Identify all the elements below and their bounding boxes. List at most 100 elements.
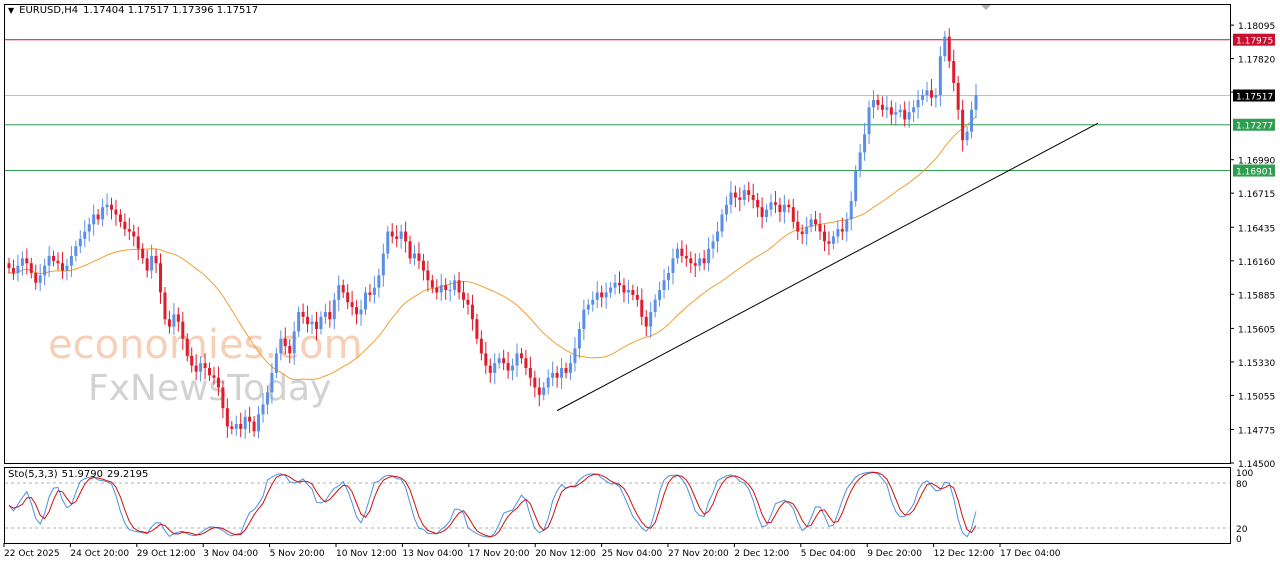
candle-body — [689, 258, 693, 264]
symbol-timeframe: EURUSD,H4 — [19, 5, 79, 16]
trend-line[interactable] — [556, 122, 1099, 412]
candle-body — [310, 321, 314, 325]
candle-body — [230, 426, 234, 429]
candle-body — [484, 353, 488, 366]
price-tick-label: 1.14775 — [1238, 427, 1275, 437]
time-tick-label: 13 Nov 04:00 — [402, 549, 463, 559]
candle-body — [916, 100, 920, 108]
candle-body — [252, 421, 256, 432]
candle-body — [796, 221, 800, 232]
candle-body — [439, 285, 443, 293]
candle-body — [787, 204, 791, 208]
candle-body — [92, 214, 96, 225]
candle-body — [827, 241, 831, 244]
candle-body — [702, 258, 706, 264]
candle-body — [83, 231, 87, 239]
candle-body — [644, 316, 648, 327]
candle-body — [765, 209, 769, 217]
candle-body — [622, 285, 626, 293]
candle-body — [74, 246, 78, 256]
candle-body — [270, 372, 274, 393]
candle-body — [194, 365, 198, 372]
price-labels: 1.17975 1.17517 1.17277 1.16901 — [1233, 33, 1275, 178]
candle-body — [114, 209, 118, 215]
candle-body — [136, 236, 140, 249]
time-tick-label: 9 Dec 20:00 — [867, 549, 922, 559]
candle-body — [261, 404, 265, 415]
stochastic-level-label: 20 — [1236, 525, 1248, 535]
candle-body — [934, 95, 938, 98]
dropdown-triangle-icon[interactable]: ▼ — [8, 6, 15, 15]
price-tick-label: 1.17820 — [1238, 56, 1275, 66]
time-tick-label: 10 Nov 12:00 — [336, 549, 397, 559]
candle-body — [822, 231, 826, 242]
candle-body — [212, 375, 216, 378]
ohlc-values: 1.17404 1.17517 1.17396 1.17517 — [83, 5, 259, 16]
candle-body — [190, 355, 194, 366]
candles — [7, 28, 978, 439]
candle-body — [199, 363, 203, 372]
candle-body — [234, 424, 238, 429]
candle-body — [167, 319, 171, 327]
candle-body — [867, 107, 871, 135]
candle-body — [635, 294, 639, 300]
candle-body — [56, 260, 60, 264]
price-tick-label: 1.16435 — [1238, 224, 1275, 234]
candle-body — [444, 285, 448, 291]
time-tick-label: 12 Dec 12:00 — [934, 549, 995, 559]
candle-body — [29, 263, 33, 273]
candle-body — [475, 319, 479, 339]
candle-body — [359, 309, 363, 315]
price-tick-label: 1.15055 — [1238, 392, 1275, 402]
candle-body — [172, 314, 176, 327]
candle-body — [123, 221, 127, 230]
candle-body — [733, 192, 737, 198]
candle-body — [560, 367, 564, 378]
candle-body — [386, 231, 390, 254]
candle-body — [101, 207, 105, 220]
candle-body — [60, 263, 64, 271]
time-axis: 22 Oct 2025 24 Oct 20:00 29 Oct 12:00 3 Nov… — [3, 543, 1061, 559]
candle-body — [502, 358, 506, 364]
price-tick-label: 1.15885 — [1238, 291, 1275, 301]
price-label-box — [1233, 89, 1275, 102]
candle-body — [974, 95, 978, 110]
candle-body — [863, 134, 867, 153]
candle-body — [87, 224, 91, 232]
candle-body — [337, 285, 341, 300]
candle-body — [118, 214, 122, 222]
candle-body — [163, 292, 167, 320]
time-tick-label: 27 Nov 20:00 — [668, 549, 729, 559]
candle-body — [421, 260, 425, 271]
candle-body — [11, 268, 15, 273]
time-tick-label: 5 Nov 20:00 — [270, 549, 325, 559]
candle-body — [921, 95, 925, 101]
stochastic-pane-frame — [4, 467, 1231, 544]
horizontal-levels — [5, 39, 1230, 172]
candle-body — [524, 358, 528, 368]
candle-body — [346, 292, 350, 303]
candle-body — [693, 263, 697, 266]
shift-marker-icon[interactable] — [981, 5, 991, 10]
candle-body — [341, 285, 345, 293]
candle-body — [239, 424, 243, 429]
candle-body — [127, 229, 131, 232]
price-label-box — [1233, 33, 1275, 46]
candle-body — [25, 258, 29, 264]
candle-body — [782, 204, 786, 213]
candle-body — [577, 329, 581, 349]
candle-body — [684, 255, 688, 259]
candle-body — [970, 109, 974, 132]
candle-body — [586, 304, 590, 310]
candle-body — [724, 204, 728, 215]
candle-body — [907, 112, 911, 120]
candle-body — [350, 302, 354, 308]
chart-header: ▼ EURUSD,H4 1.17404 1.17517 1.17396 1.17… — [8, 5, 258, 16]
candle-body — [141, 248, 145, 259]
candle-body — [488, 365, 492, 373]
candle-body — [943, 36, 947, 57]
candle-body — [698, 258, 702, 266]
stochastic-label: Sto(5,3,3) — [8, 469, 58, 480]
candle-body — [363, 292, 367, 310]
